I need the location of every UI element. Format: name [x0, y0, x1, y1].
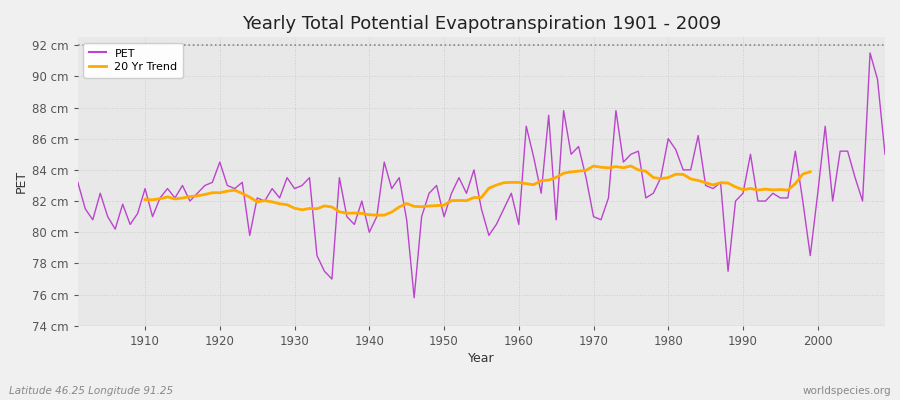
Legend: PET, 20 Yr Trend: PET, 20 Yr Trend	[84, 43, 184, 78]
X-axis label: Year: Year	[468, 352, 495, 365]
Text: worldspecies.org: worldspecies.org	[803, 386, 891, 396]
Text: Latitude 46.25 Longitude 91.25: Latitude 46.25 Longitude 91.25	[9, 386, 173, 396]
Title: Yearly Total Potential Evapotranspiration 1901 - 2009: Yearly Total Potential Evapotranspiratio…	[242, 15, 721, 33]
Y-axis label: PET: PET	[15, 170, 28, 193]
